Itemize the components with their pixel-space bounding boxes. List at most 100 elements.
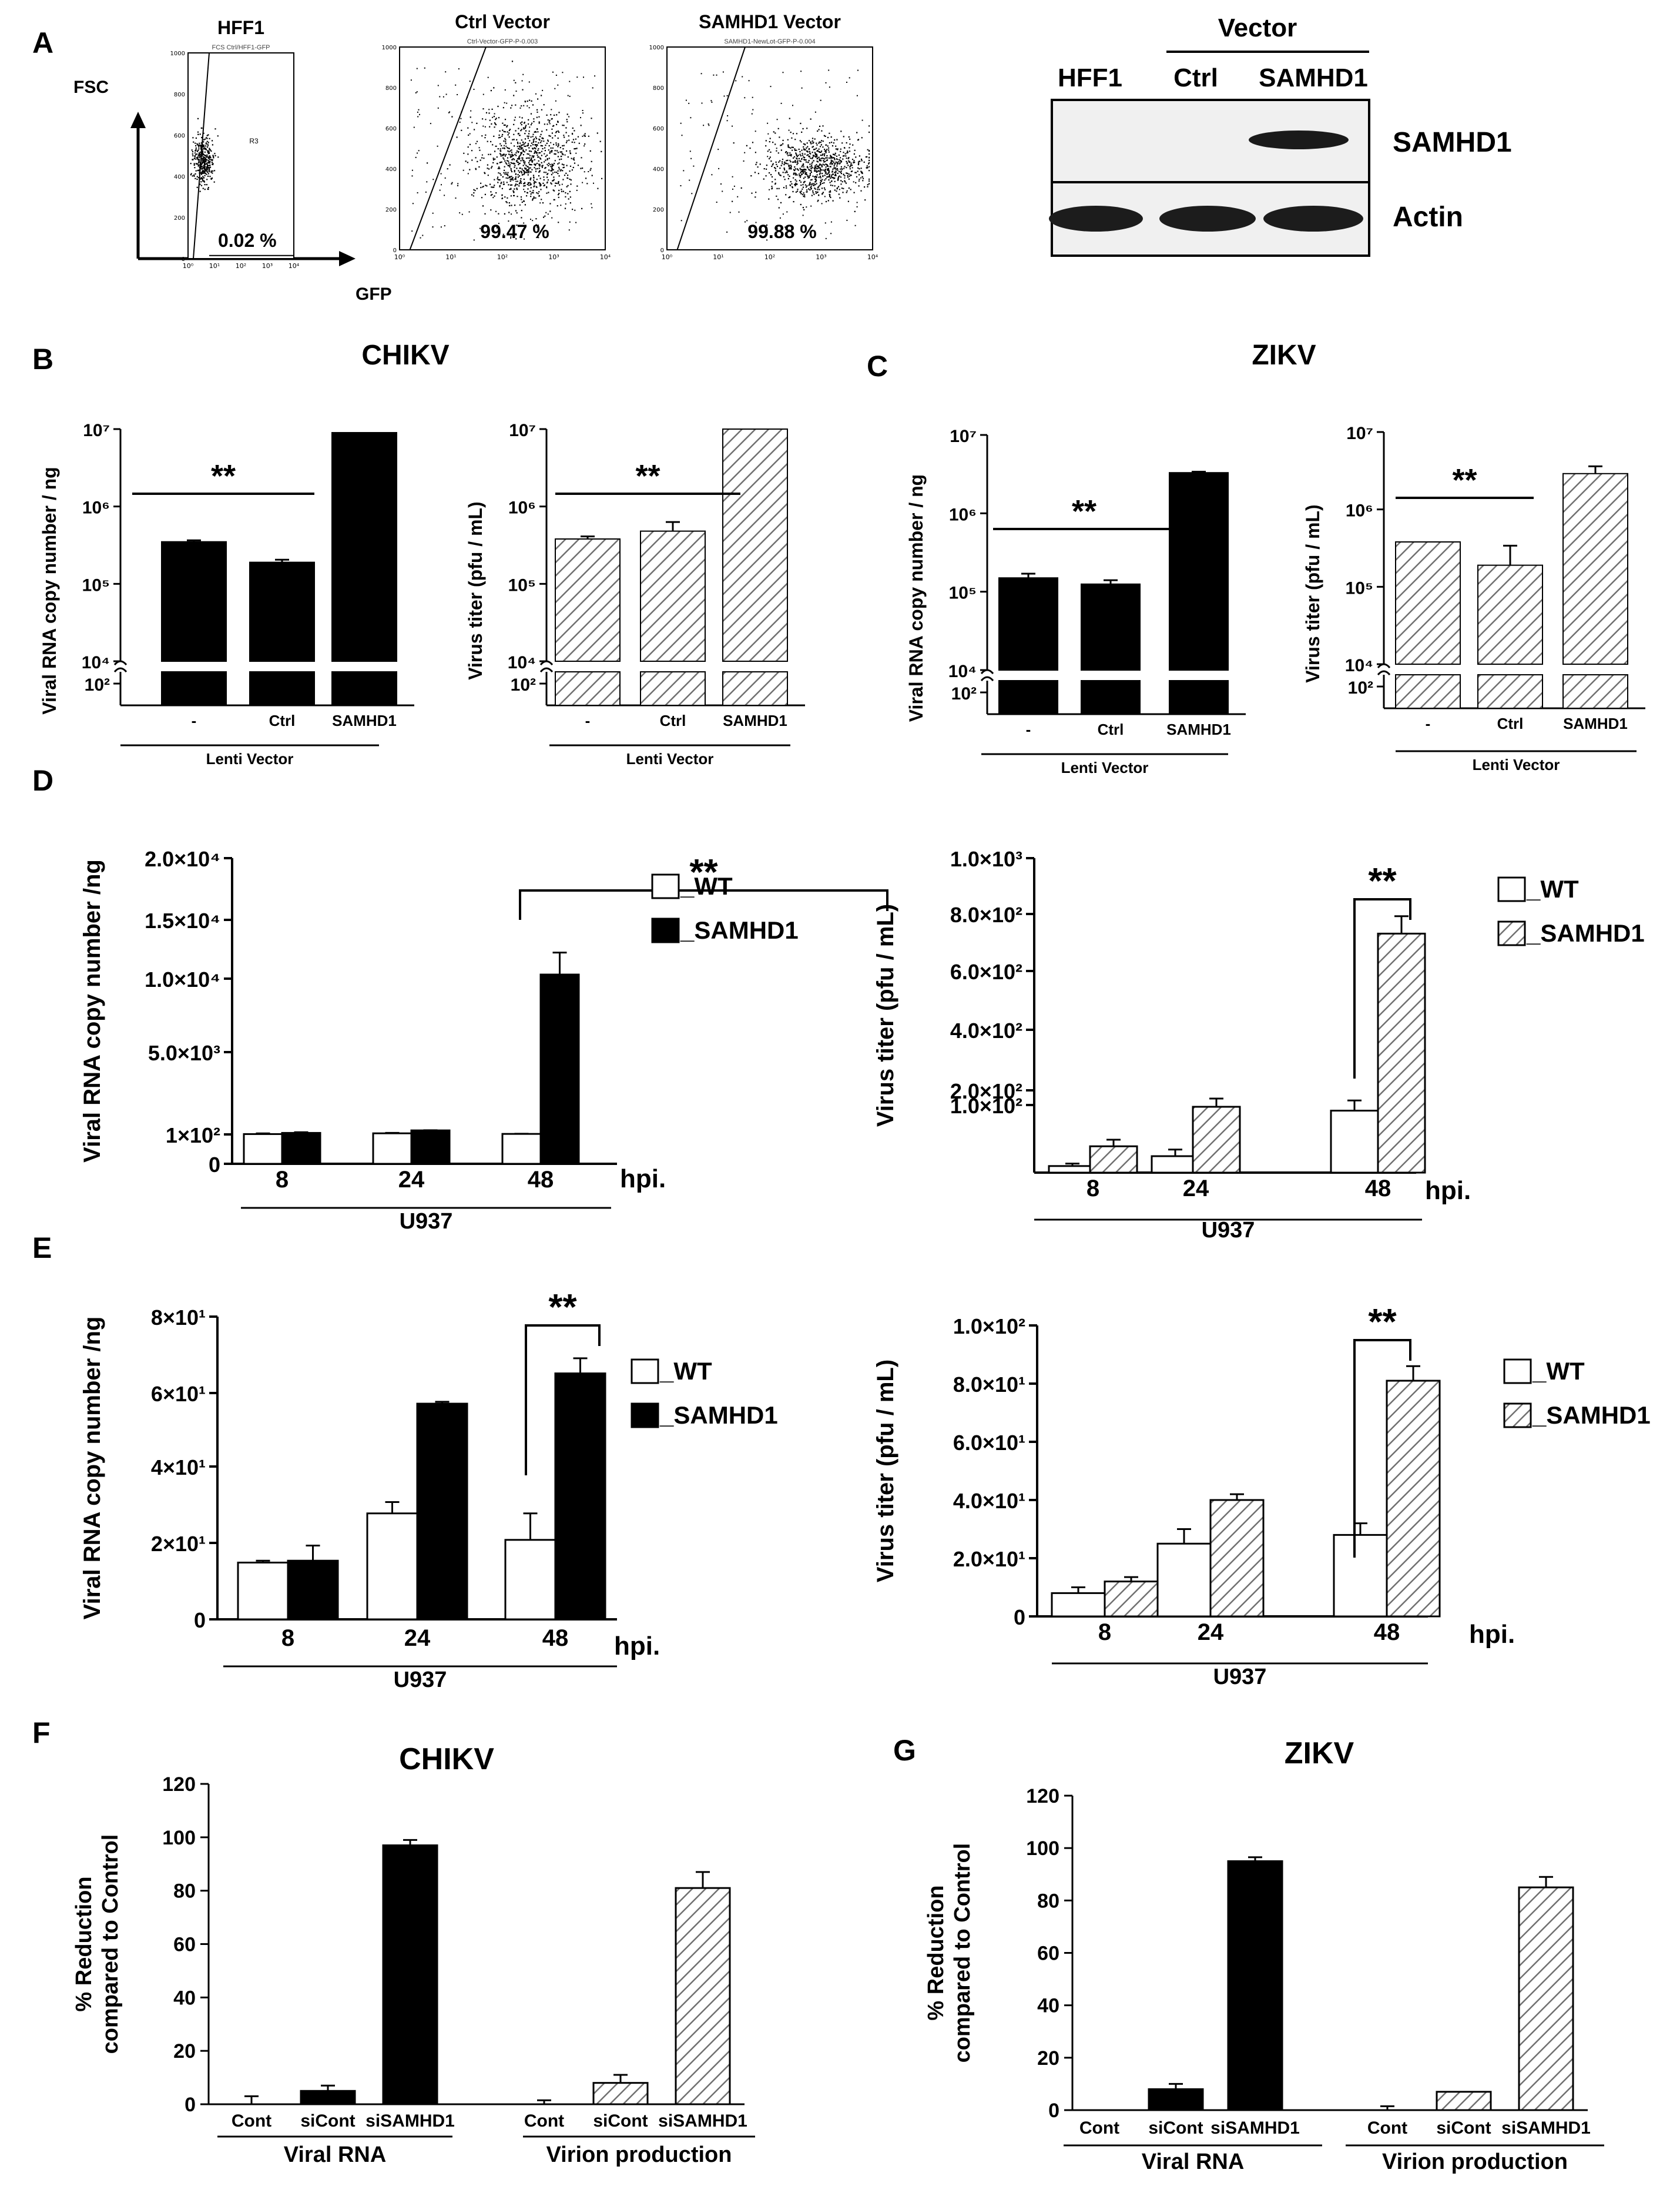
- panel-letter-g: G: [893, 1734, 916, 1767]
- legend-label: _WT: [659, 1357, 712, 1385]
- y-tick-label: 0: [194, 1608, 206, 1632]
- flow-ytick-label: 1000: [170, 51, 185, 57]
- significance-label: **: [635, 458, 660, 494]
- flow-ytick-label: 400: [653, 166, 664, 173]
- axis-break-icon: [539, 660, 554, 673]
- bar: [1089, 1145, 1138, 1174]
- blot-vector-header: Vector: [1218, 14, 1297, 42]
- flow-plot-subtitle: FCS Ctrl/HFF1-GFP: [212, 44, 270, 51]
- y-tick-label: 10⁴: [948, 662, 977, 681]
- x-unit-label: hpi.: [1425, 1176, 1471, 1205]
- significance-label: **: [1072, 494, 1096, 529]
- x-tick-label: Ctrl: [660, 712, 686, 729]
- x-tick-label: Cont: [232, 2111, 271, 2131]
- bar: [331, 432, 397, 662]
- bar: [281, 1131, 321, 1165]
- significance-label: **: [689, 852, 718, 893]
- blot-lane-samhd1: SAMHD1: [1259, 63, 1368, 92]
- y-tick-label: 1.0×10⁴: [145, 967, 220, 992]
- y-axis-label: Virus titer (pfu / mL): [873, 904, 898, 1127]
- group-label: U937: [394, 1668, 447, 1692]
- legend-label: _SAMHD1: [1526, 919, 1645, 947]
- bar: [640, 530, 706, 662]
- y-tick-label: 40: [173, 1987, 196, 2009]
- bar: [675, 1887, 731, 2105]
- flow-xtick-label: 10³: [262, 262, 273, 270]
- x-tick-label: -: [1026, 721, 1031, 738]
- y-tick-label: 4×10¹: [151, 1455, 206, 1479]
- x-unit-label: hpi.: [614, 1632, 660, 1660]
- legend-label: _WT: [1526, 875, 1579, 903]
- y-tick-label: 8.0×10¹: [953, 1372, 1025, 1397]
- bar: [1148, 2088, 1204, 2111]
- blot-band-actin-samhd1: [1263, 206, 1363, 232]
- flow-plot-frame: [666, 46, 873, 250]
- bar: [1051, 1592, 1106, 1618]
- group-label: U937: [400, 1209, 453, 1234]
- y-tick-label: 0: [185, 2094, 196, 2116]
- x-tick-label: siCont: [1436, 2118, 1491, 2138]
- panel-letter-f: F: [32, 1716, 51, 1749]
- bar: [722, 428, 788, 662]
- y-tick-label: 100: [1026, 1837, 1059, 1860]
- flow-xtick-label: 10⁴: [867, 253, 878, 261]
- flow-xtick-label: 10³: [548, 253, 559, 261]
- x-tick-label: Cont: [1367, 2118, 1407, 2138]
- y-tick-label: 10⁶: [949, 505, 977, 524]
- y-tick-label: 100: [162, 1827, 196, 1849]
- flow-percent-label: 99.47 %: [480, 221, 549, 242]
- legend-swatch: [651, 918, 680, 943]
- charts: 10⁷ 10⁶ 10⁵ 10⁴ 10² Viral RNA copy number / n…: [39, 421, 1651, 2174]
- y-tick-label: 20: [173, 2040, 196, 2063]
- x-tick-label: 24: [404, 1625, 431, 1651]
- blot-membrane: [1051, 99, 1370, 257]
- flow-xtick-label: 10²: [236, 262, 246, 270]
- flow-gate-line: [409, 46, 487, 250]
- x-tick-label: 48: [1374, 1619, 1400, 1645]
- significance-bracket: [519, 889, 888, 920]
- y-tick-label: 10⁵: [1346, 578, 1373, 598]
- flow-xtick-label: 10¹: [713, 253, 723, 261]
- y-axis-label: compared to Control: [98, 1834, 123, 2054]
- legend-swatch: [1503, 1402, 1532, 1428]
- bar: [1192, 1106, 1241, 1174]
- bar: [501, 1133, 542, 1165]
- x-tick-label: siSAMHD1: [1501, 2118, 1591, 2138]
- bar: [372, 1132, 413, 1165]
- panel-letter-a: A: [32, 26, 53, 59]
- bar-lower-segment: [1169, 680, 1229, 715]
- flow-plot: Ctrl Vector Ctrl-Vector-GFP-P-0.003 1000 80…: [382, 11, 611, 261]
- group-label: Viral RNA: [284, 2142, 387, 2167]
- bar-lower-segment: [1081, 680, 1141, 715]
- group-label: Lenti Vector: [626, 750, 714, 768]
- y-tick-label: 1.5×10⁴: [145, 909, 220, 933]
- group-label: Virion production: [1382, 2150, 1568, 2174]
- y-tick-label: 10⁴: [82, 653, 110, 672]
- x-tick-label: SAMHD1: [723, 712, 787, 729]
- panel-letter-c: C: [867, 350, 888, 383]
- blot-lane-ctrl: Ctrl: [1173, 63, 1218, 92]
- bar: [1151, 1155, 1200, 1174]
- y-tick-label: 0: [1048, 2100, 1059, 2122]
- x-unit-label: hpi.: [1469, 1620, 1515, 1649]
- legend-label: _SAMHD1: [680, 916, 799, 944]
- x-tick-label: 24: [1183, 1176, 1209, 1201]
- y-tick-label: 10⁵: [508, 575, 536, 595]
- legend-swatch: [1503, 1358, 1532, 1384]
- chart-B1: 10⁷ 10⁶ 10⁵ 10⁴ 10² Viral RNA copy number / n…: [39, 421, 414, 768]
- panel-letter-d: D: [32, 764, 53, 797]
- chart-E1: 8×10¹ 6×10¹ 4×10¹ 2×10¹ 0 Viral RNA copy numb…: [79, 1287, 778, 1692]
- flow-xtick-label: 10³: [816, 253, 826, 261]
- y-tick-label: 10⁶: [508, 498, 536, 518]
- y-tick-label: 10⁶: [1346, 501, 1373, 521]
- bar: [539, 973, 580, 1165]
- flow-cytometry-panel: FSC GFP HFF1 FCS Ctrl/HFF1-GFP 1000 800 600 4…: [73, 11, 878, 304]
- y-tick-label: 6.0×10²: [950, 960, 1022, 984]
- group-label: Viral RNA: [1142, 2150, 1245, 2174]
- flow-xtick-label: 10²: [497, 253, 508, 261]
- bar-lower-segment: [1562, 674, 1628, 709]
- x-tick-label: 48: [542, 1625, 569, 1651]
- section-title-chikv: CHIKV: [361, 340, 449, 371]
- x-tick-label: siCont: [593, 2111, 648, 2131]
- y-tick-label: 10⁴: [508, 653, 536, 672]
